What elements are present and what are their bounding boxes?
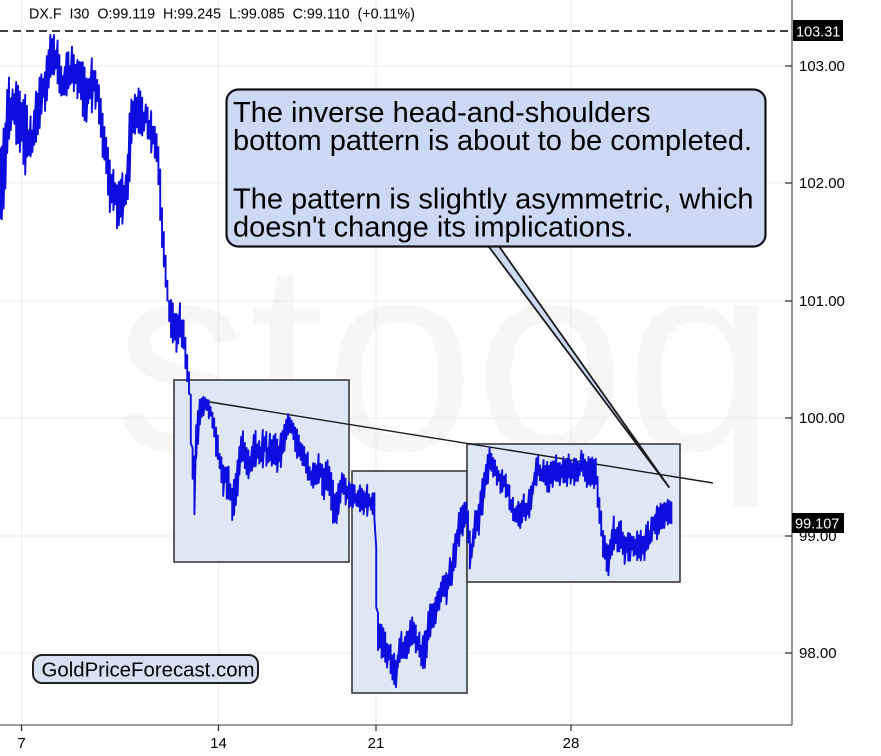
- svg-text:bottom pattern is about to be: bottom pattern is about to be completed.: [233, 125, 752, 157]
- svg-text:14: 14: [210, 735, 227, 752]
- svg-text:DX.F I30 O:99.119 H:99.245: DX.F I30 O:99.119 H:99.245 L:99.085 C:99…: [29, 7, 415, 23]
- svg-text:99.107: 99.107: [795, 517, 839, 533]
- svg-text:98.00: 98.00: [799, 645, 837, 662]
- svg-text:102.00: 102.00: [799, 175, 845, 192]
- svg-text:7: 7: [17, 735, 25, 752]
- svg-text:doesn't change its implication: doesn't change its implications.: [233, 212, 633, 244]
- svg-text:28: 28: [563, 735, 580, 752]
- svg-text:103.31: 103.31: [796, 25, 840, 41]
- svg-text:103.00: 103.00: [799, 58, 845, 75]
- svg-text:The pattern is slightly asymme: The pattern is slightly asymmetric, whic…: [233, 184, 754, 216]
- svg-text:100.00: 100.00: [799, 410, 845, 427]
- svg-text:101.00: 101.00: [799, 293, 845, 310]
- svg-text:GoldPriceForecast.com: GoldPriceForecast.com: [42, 660, 255, 682]
- svg-text:The inverse head-and-shoulders: The inverse head-and-shoulders: [233, 97, 651, 129]
- svg-text:21: 21: [368, 735, 385, 752]
